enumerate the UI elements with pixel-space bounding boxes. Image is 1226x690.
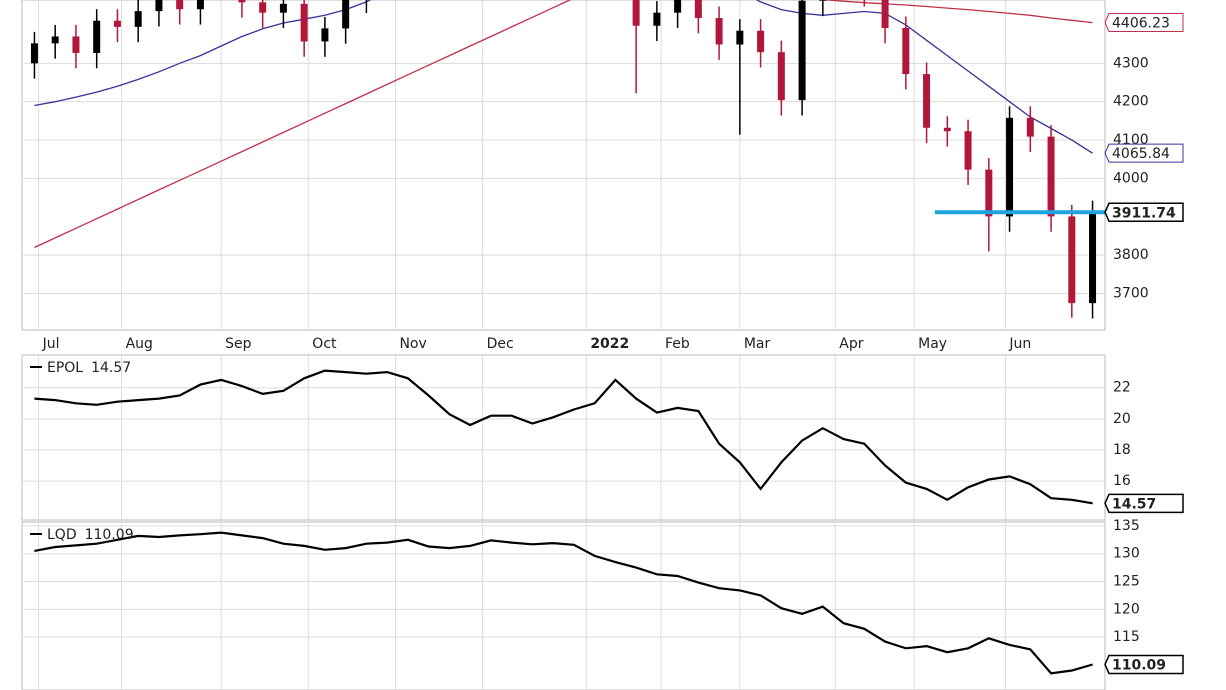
candle-body <box>923 74 931 128</box>
candle-body <box>881 0 889 29</box>
line-series <box>34 0 1093 154</box>
y-tick-label: 20 <box>1113 411 1131 427</box>
value-label: 4065.84 <box>1112 146 1170 162</box>
candle-body <box>155 0 163 12</box>
x-tick-label: Nov <box>399 336 426 352</box>
value-label: 3911.74 <box>1112 205 1176 221</box>
candle-body <box>279 3 287 13</box>
panel-frame <box>21 354 1106 521</box>
y-tick-label: 4000 <box>1113 170 1149 186</box>
candle-body <box>1026 117 1034 137</box>
candle-body <box>653 12 661 26</box>
candle-body <box>632 0 640 26</box>
panel-frame <box>21 521 1106 690</box>
line-series <box>34 369 1093 505</box>
x-tick-label: Dec <box>487 336 514 352</box>
candle-body <box>943 127 951 132</box>
y-tick-label: 3800 <box>1113 247 1149 263</box>
y-tick-label: 120 <box>1113 601 1140 617</box>
y-tick-label: 16 <box>1113 473 1131 489</box>
x-tick-label: 2022 <box>590 336 629 352</box>
value-label: 14.57 <box>1112 496 1156 512</box>
candle-body <box>1068 216 1076 304</box>
plot-area <box>34 531 1093 675</box>
y-tick-label: 18 <box>1113 442 1131 458</box>
candle-body <box>715 18 723 45</box>
candle-body <box>72 36 80 53</box>
value-box <box>1104 143 1184 163</box>
y-tick-label: 130 <box>1113 546 1140 562</box>
x-tick-label: Feb <box>665 336 690 352</box>
candle-body <box>1047 136 1055 217</box>
y-tick-label: 4200 <box>1113 94 1149 110</box>
candle-body <box>30 43 38 64</box>
panel-frame <box>21 0 1106 331</box>
y-tick-label: 135 <box>1113 518 1140 534</box>
candle-body <box>1089 212 1097 304</box>
value-label: 110.09 <box>1112 657 1166 673</box>
line-series <box>34 0 1093 249</box>
candle-body <box>1006 117 1014 217</box>
candle-body <box>985 169 993 217</box>
y-tick-label: 4300 <box>1113 55 1149 71</box>
x-tick-label: Jul <box>42 336 60 352</box>
x-tick-label: Mar <box>744 336 771 352</box>
value-box <box>1104 654 1184 675</box>
plot-area <box>30 0 1105 319</box>
candle-body <box>196 0 204 10</box>
plot-area <box>34 369 1093 505</box>
legend-value: 110.09 <box>85 527 134 543</box>
x-tick-label: Oct <box>312 336 337 352</box>
candle-body <box>342 0 350 29</box>
x-tick-label: May <box>918 336 947 352</box>
candle-body <box>134 11 142 27</box>
candle-body <box>259 2 267 13</box>
candle-body <box>736 30 744 45</box>
x-tick-label: Jun <box>1008 336 1031 352</box>
candle-body <box>757 30 765 53</box>
value-box <box>1104 493 1184 514</box>
candle-body <box>93 20 101 53</box>
candle-body <box>777 52 785 101</box>
legend-name: LQD <box>47 527 77 543</box>
value-label: 4406.23 <box>1112 16 1170 32</box>
line-series <box>34 531 1093 675</box>
candle-body <box>798 0 806 101</box>
x-tick-label: Sep <box>225 336 252 352</box>
candle-body <box>51 36 59 44</box>
value-box <box>1104 202 1184 223</box>
candle-body <box>113 20 121 27</box>
value-box <box>1104 13 1184 33</box>
x-tick-label: Aug <box>126 336 153 352</box>
candle-body <box>902 28 910 75</box>
x-tick-label: Apr <box>839 336 863 352</box>
candle-body <box>238 0 246 3</box>
candle-body <box>176 0 184 10</box>
candle-body <box>321 28 329 42</box>
legend-value: 14.57 <box>91 360 131 376</box>
y-tick-label: 22 <box>1113 380 1131 396</box>
candle-body <box>964 131 972 170</box>
legend-name: EPOL <box>47 360 83 376</box>
y-tick-label: 115 <box>1113 629 1140 645</box>
y-tick-label: 125 <box>1113 574 1140 590</box>
candle-body <box>819 0 827 1</box>
candle-body <box>300 3 308 42</box>
y-tick-label: 3700 <box>1113 286 1149 302</box>
candle-body <box>674 0 682 13</box>
candle-body <box>694 0 702 19</box>
